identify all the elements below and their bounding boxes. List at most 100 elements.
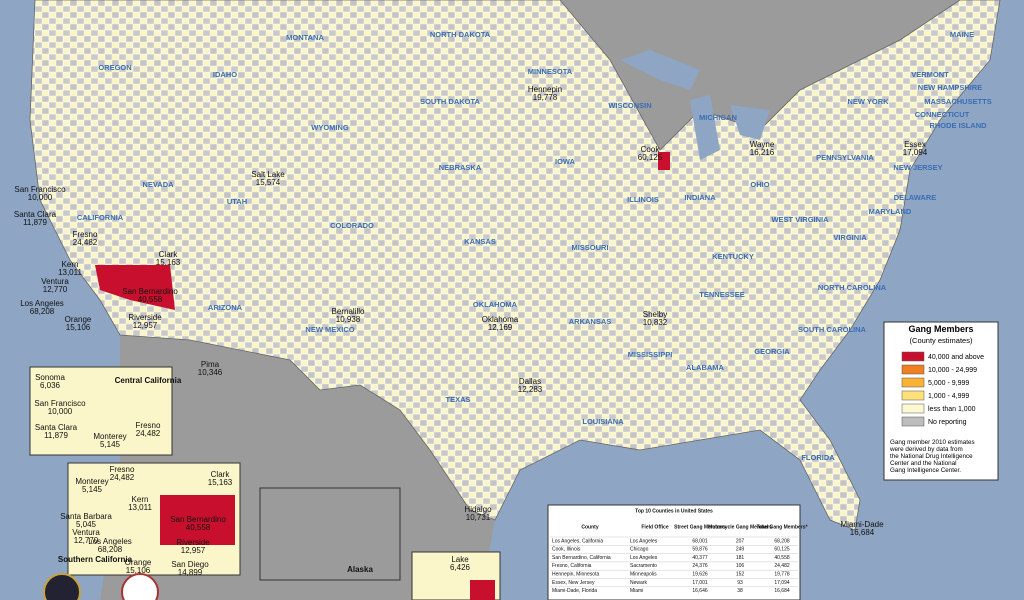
table-cell: 249 bbox=[736, 547, 745, 553]
table-header: Field Office bbox=[641, 524, 668, 530]
table-cell: 68,208 bbox=[774, 538, 790, 544]
table-cell: Los Angeles bbox=[630, 538, 658, 544]
county-name: San Bernardino bbox=[170, 515, 226, 524]
county-value: 16,216 bbox=[750, 148, 775, 157]
county-name: Clark bbox=[211, 470, 231, 479]
table-cell: 19,778 bbox=[774, 572, 790, 578]
lake bbox=[690, 95, 720, 160]
county-name: Cook bbox=[641, 145, 661, 154]
state-label: GEORGIA bbox=[754, 347, 790, 356]
county-name: Santa Barbara bbox=[60, 512, 112, 521]
county-name: Fresno bbox=[73, 230, 98, 239]
county-name: Wayne bbox=[750, 140, 775, 149]
legend-swatch bbox=[901, 364, 925, 375]
legend-note: Center and the National bbox=[890, 460, 957, 467]
table-cell: Los Angeles, California bbox=[552, 538, 603, 544]
state-label: MASSACHUSETTS bbox=[924, 97, 992, 106]
county-name: Riverside bbox=[176, 538, 210, 547]
county-value: 14,899 bbox=[178, 568, 203, 577]
legend-swatch bbox=[901, 377, 925, 388]
county-value: 16,684 bbox=[850, 528, 875, 537]
state-label: OKLAHOMA bbox=[473, 300, 518, 309]
inset-box bbox=[411, 551, 501, 600]
table-cell: Minneapolis bbox=[630, 572, 657, 578]
county-name: Orange bbox=[65, 315, 92, 324]
county-value: 24,482 bbox=[73, 238, 98, 247]
table-cell: Hennepin, Minnesota bbox=[552, 572, 599, 578]
county-value: 13,011 bbox=[128, 503, 152, 512]
state-label: SOUTH DAKOTA bbox=[420, 97, 480, 106]
table-cell: Miami-Dade, Florida bbox=[552, 588, 597, 594]
county-value: 12,957 bbox=[133, 321, 158, 330]
table-cell: Los Angeles bbox=[630, 555, 658, 561]
county-name: San Diego bbox=[171, 560, 209, 569]
county-name: Hidalgo bbox=[464, 505, 492, 514]
table-cell: 17,094 bbox=[774, 580, 790, 586]
county-name: Kern bbox=[132, 495, 149, 504]
legend-label: 10,000 - 24,999 bbox=[928, 367, 977, 374]
table-header: Total Gang Members* bbox=[756, 524, 807, 530]
county-name: Sonoma bbox=[35, 373, 65, 382]
seal bbox=[43, 573, 81, 600]
state-label: COLORADO bbox=[330, 221, 374, 230]
county-value: 12,957 bbox=[181, 546, 206, 555]
seal bbox=[121, 573, 159, 600]
state-label: MISSISSIPPI bbox=[628, 350, 673, 359]
county-name: Clark bbox=[159, 250, 179, 259]
legend-label: 40,000 and above bbox=[928, 354, 984, 361]
state-label: NEW HAMPSHIRE bbox=[918, 83, 983, 92]
state-label: WYOMING bbox=[311, 123, 349, 132]
inset-title: Southern California bbox=[58, 555, 133, 564]
state-label: MINNESOTA bbox=[528, 67, 573, 76]
legend-note: Gang Intelligence Center. bbox=[890, 467, 961, 474]
legend-label: 5,000 - 9,999 bbox=[928, 380, 969, 387]
county-name: Pima bbox=[201, 360, 220, 369]
table-cell: 38 bbox=[737, 588, 743, 594]
county-value: 5,145 bbox=[100, 440, 121, 449]
legend-swatch bbox=[901, 351, 925, 362]
state-label: NEVADA bbox=[142, 180, 174, 189]
county-value: 10,000 bbox=[48, 407, 73, 416]
state-label: IDAHO bbox=[213, 70, 237, 79]
county-value: 10,832 bbox=[643, 318, 668, 327]
county-name: Los Angeles bbox=[20, 299, 64, 308]
county-name: Bernalillo bbox=[332, 307, 365, 316]
county-value: 12,283 bbox=[518, 385, 543, 394]
county-value: 15,574 bbox=[256, 178, 281, 187]
county-value: 24,482 bbox=[136, 429, 161, 438]
county-name: Orange bbox=[125, 558, 152, 567]
state-label: MAINE bbox=[950, 30, 974, 39]
state-label: MONTANA bbox=[286, 33, 324, 42]
legend-swatch bbox=[901, 403, 925, 414]
county-name: Ventura bbox=[41, 277, 69, 286]
county-value: 15,106 bbox=[126, 566, 151, 575]
table-header: Motorcycle Gang Members bbox=[708, 524, 772, 530]
state-label: VERMONT bbox=[911, 70, 949, 79]
legend-subtitle: (County estimates) bbox=[910, 336, 973, 345]
table-cell: 16,684 bbox=[774, 588, 790, 594]
state-label: KENTUCKY bbox=[712, 252, 754, 261]
table-cell: 59,876 bbox=[692, 547, 708, 553]
county-highlight bbox=[95, 265, 175, 310]
county-name: Ventura bbox=[72, 528, 100, 537]
state-label: MARYLAND bbox=[869, 207, 912, 216]
table-box bbox=[547, 504, 801, 600]
state-label: UTAH bbox=[227, 197, 247, 206]
table-cell: San Bernardino, California bbox=[552, 555, 611, 561]
canada bbox=[560, 0, 1000, 150]
state-label: SOUTH CAROLINA bbox=[798, 325, 866, 334]
inset-box bbox=[259, 487, 401, 581]
state-label: WEST VIRGINIA bbox=[771, 215, 829, 224]
county-name: Monterey bbox=[75, 477, 108, 486]
inset-box bbox=[67, 462, 241, 576]
county-value: 15,163 bbox=[156, 258, 181, 267]
state-label: RHODE ISLAND bbox=[929, 121, 987, 130]
table-cell: 68,001 bbox=[692, 538, 708, 544]
county-value: 13,011 bbox=[58, 268, 82, 277]
legend-note: Gang member 2010 estimates bbox=[890, 439, 975, 446]
county-value: 68,208 bbox=[98, 545, 123, 554]
table-cell: Essex, New Jersey bbox=[552, 580, 595, 586]
county-name: Hennepin bbox=[528, 85, 562, 94]
table-cell: Miami bbox=[630, 588, 643, 594]
